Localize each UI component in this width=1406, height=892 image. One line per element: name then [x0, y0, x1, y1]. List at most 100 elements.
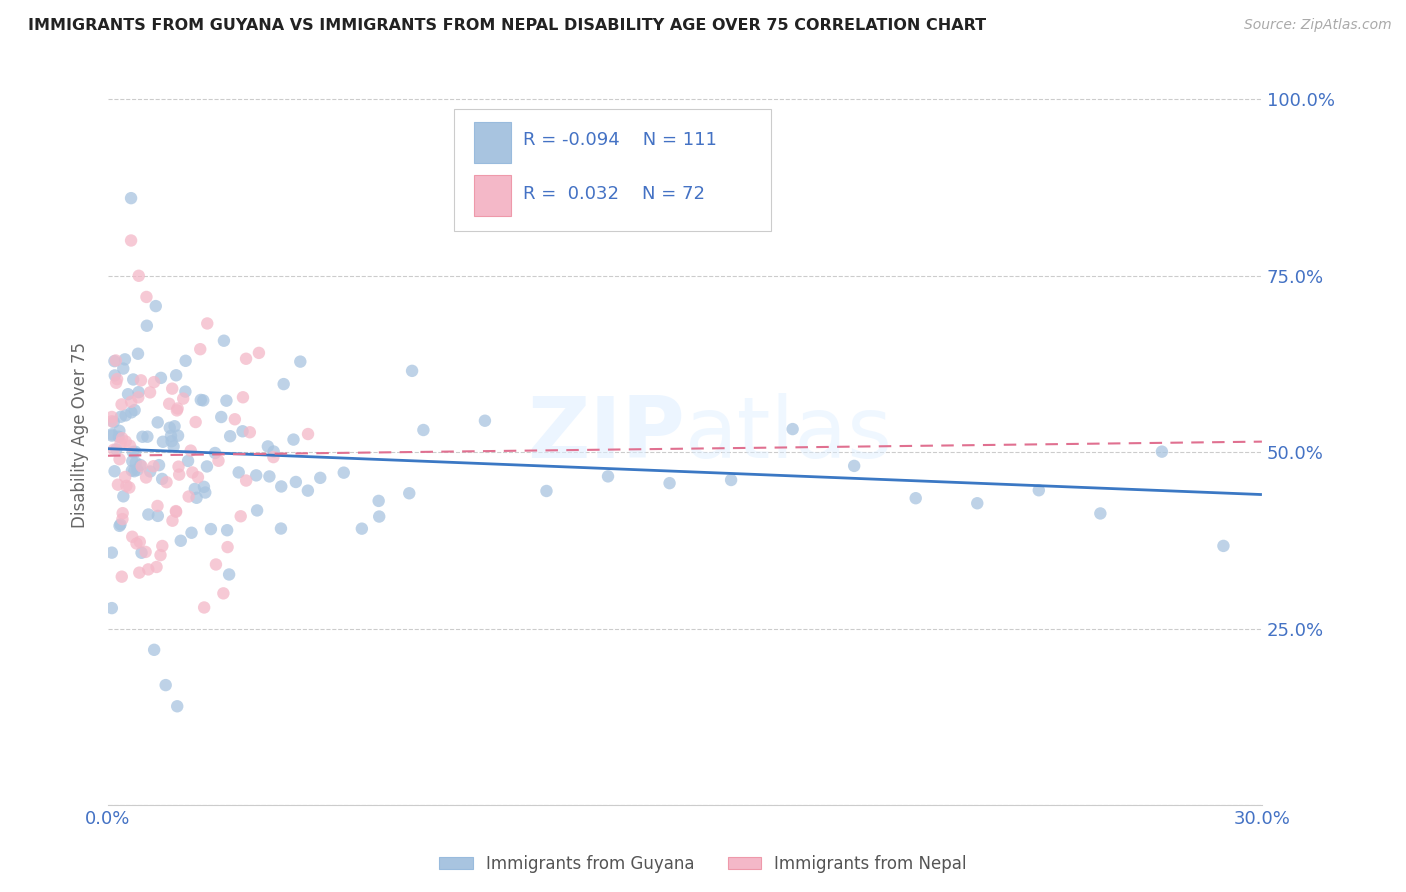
Point	[110, 409, 132, 424]
Point	[105, 376, 128, 390]
Point	[111, 569, 134, 583]
Point	[194, 485, 217, 500]
Point	[193, 600, 215, 615]
Point	[129, 373, 152, 387]
Text: Source: ZipAtlas.com: Source: ZipAtlas.com	[1244, 18, 1392, 32]
Point	[212, 586, 235, 600]
Point	[247, 346, 270, 360]
Point	[1090, 507, 1112, 521]
Point	[120, 191, 142, 205]
Point	[142, 459, 165, 474]
Text: IMMIGRANTS FROM GUYANA VS IMMIGRANTS FROM NEPAL DISABILITY AGE OVER 75 CORRELATI: IMMIGRANTS FROM GUYANA VS IMMIGRANTS FRO…	[28, 18, 986, 33]
Point	[157, 397, 180, 411]
Point	[101, 409, 124, 424]
Point	[262, 450, 284, 464]
Point	[205, 558, 228, 572]
Point	[367, 494, 389, 508]
Point	[160, 434, 183, 449]
Point	[177, 490, 200, 504]
Point	[165, 505, 187, 519]
Point	[172, 392, 194, 406]
Point	[135, 290, 157, 304]
Point	[101, 601, 124, 615]
Point	[219, 429, 242, 443]
Point	[163, 419, 186, 434]
Point	[257, 439, 280, 453]
Point	[245, 468, 267, 483]
Point	[412, 423, 434, 437]
Point	[101, 427, 124, 442]
Point	[166, 401, 188, 416]
Point	[200, 522, 222, 536]
Point	[150, 472, 173, 486]
Point	[596, 469, 619, 483]
FancyBboxPatch shape	[474, 175, 510, 216]
Point	[111, 512, 134, 526]
Point	[124, 444, 146, 458]
Point	[174, 384, 197, 399]
Text: R = -0.094    N = 111: R = -0.094 N = 111	[523, 131, 717, 149]
Point	[284, 475, 307, 489]
Y-axis label: Disability Age Over 75: Disability Age Over 75	[72, 342, 89, 527]
Point	[207, 454, 229, 468]
Point	[186, 491, 208, 505]
Point	[135, 318, 157, 333]
Point	[122, 464, 145, 478]
Point	[128, 534, 150, 549]
Point	[103, 415, 125, 429]
Point	[259, 469, 281, 483]
Point	[180, 443, 202, 458]
Point	[114, 352, 136, 367]
Point	[309, 471, 332, 485]
Point	[120, 395, 142, 409]
Point	[108, 519, 131, 533]
Point	[110, 517, 132, 532]
Point	[136, 430, 159, 444]
Point	[146, 499, 169, 513]
Point	[139, 465, 162, 479]
Point	[146, 508, 169, 523]
Point	[232, 424, 254, 438]
Point	[118, 439, 141, 453]
Point	[135, 470, 157, 484]
Point	[118, 481, 141, 495]
Point	[187, 470, 209, 484]
Point	[111, 506, 134, 520]
Point	[844, 458, 866, 473]
Point	[290, 354, 312, 368]
Point	[162, 514, 184, 528]
Point	[114, 434, 136, 449]
Point	[235, 474, 257, 488]
Point	[368, 509, 391, 524]
Point	[128, 385, 150, 400]
Point	[127, 347, 149, 361]
Point	[165, 368, 187, 383]
Point	[658, 476, 681, 491]
Point	[297, 483, 319, 498]
Point	[131, 546, 153, 560]
Point	[103, 442, 125, 457]
Point	[112, 361, 135, 376]
Point	[270, 522, 292, 536]
Point	[120, 234, 142, 248]
Point	[135, 545, 157, 559]
Point	[129, 458, 152, 472]
Point	[121, 454, 143, 468]
Point	[162, 439, 184, 453]
Point	[131, 430, 153, 444]
Point	[181, 466, 204, 480]
Point	[155, 678, 177, 692]
Point	[111, 431, 134, 445]
Point	[160, 382, 183, 396]
Point	[217, 523, 239, 537]
Point	[138, 508, 160, 522]
Point	[166, 699, 188, 714]
Point	[167, 467, 190, 482]
Point	[904, 491, 927, 506]
Point	[1150, 444, 1173, 458]
Point	[193, 480, 215, 494]
Legend: Immigrants from Guyana, Immigrants from Nepal: Immigrants from Guyana, Immigrants from …	[433, 848, 973, 880]
Point	[212, 334, 235, 348]
Text: ZIP: ZIP	[527, 393, 685, 476]
Point	[224, 412, 246, 426]
